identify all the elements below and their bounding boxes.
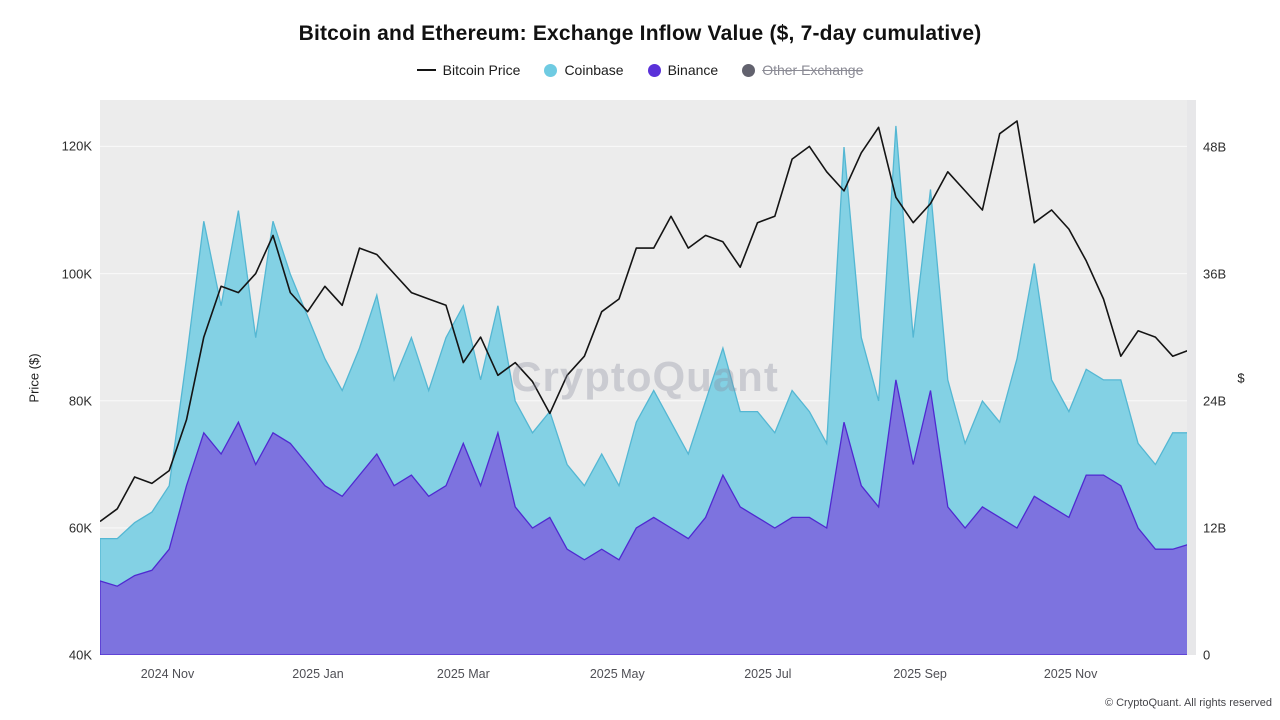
legend-item-coinbase[interactable]: Coinbase: [544, 62, 624, 78]
legend-item-other-exchange[interactable]: Other Exchange: [742, 62, 863, 78]
right-axis-title: $: [1237, 370, 1245, 386]
right-axis-tick: 0: [1203, 647, 1211, 663]
right-axis-tick: 48B: [1203, 139, 1227, 155]
legend: Bitcoin Price Coinbase Binance Other Exchan…: [0, 62, 1280, 78]
legend-label: Coinbase: [564, 62, 624, 78]
right-axis-tick: 24B: [1203, 393, 1227, 409]
left-axis-title: Price ($): [26, 353, 42, 403]
chart-plot-area[interactable]: [100, 100, 1190, 655]
x-axis-tick: 2025 Jan: [292, 667, 344, 681]
legend-marker-dot-icon: [544, 63, 558, 77]
chart-title: Bitcoin and Ethereum: Exchange Inflow Va…: [298, 22, 982, 45]
right-axis-tick: 36B: [1203, 266, 1227, 282]
legend-label: Binance: [667, 62, 719, 78]
chart-canvas[interactable]: [100, 100, 1190, 655]
x-axis-tick: 2024 Nov: [140, 667, 195, 681]
legend-item-bitcoin-price[interactable]: Bitcoin Price: [416, 62, 521, 78]
legend-label: Bitcoin Price: [442, 62, 521, 78]
legend-marker-dot-icon: [647, 63, 661, 77]
left-axis-tick: 80K: [68, 393, 92, 409]
left-axis-tick: 40K: [68, 647, 92, 663]
left-axis-tick: 120K: [61, 138, 92, 154]
right-axis-tick: 12B: [1203, 520, 1227, 536]
legend-marker-dot-icon: [742, 63, 756, 77]
legend-marker-line-icon: [416, 69, 436, 71]
legend-item-binance[interactable]: Binance: [647, 62, 719, 78]
x-axis-tick: 2025 Sep: [893, 667, 947, 681]
left-axis-tick: 100K: [61, 266, 92, 282]
x-axis-tick: 2025 May: [589, 667, 645, 681]
right-axis-strip: [1187, 100, 1196, 655]
legend-label: Other Exchange: [762, 62, 864, 78]
x-axis-tick: 2025 Nov: [1043, 667, 1098, 681]
left-axis-tick: 60K: [68, 520, 92, 536]
x-axis-tick: 2025 Jul: [744, 667, 792, 681]
x-axis-tick: 2025 Mar: [436, 667, 490, 681]
copyright-footer: © CryptoQuant. All rights reserved: [1104, 697, 1272, 709]
